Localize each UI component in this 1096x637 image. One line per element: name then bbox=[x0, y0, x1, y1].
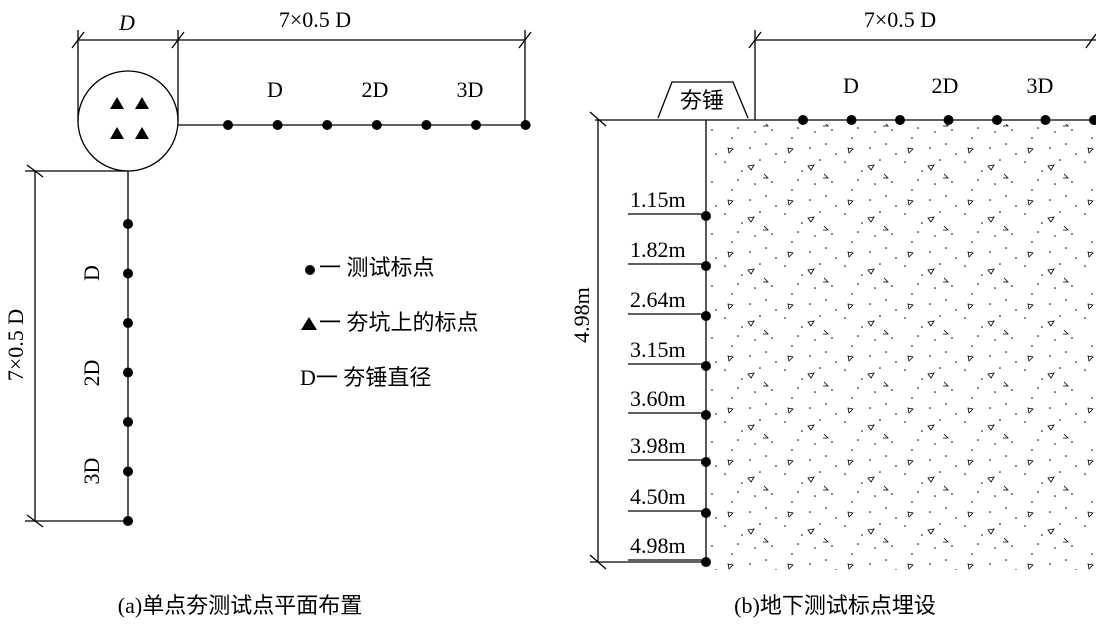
survey-point bbox=[123, 318, 133, 328]
survey-point bbox=[1089, 115, 1096, 125]
survey-point bbox=[701, 311, 711, 321]
survey-point bbox=[701, 508, 711, 518]
rammer-label: 夯锤 bbox=[680, 88, 724, 113]
survey-point bbox=[943, 115, 954, 125]
point-label: D bbox=[267, 77, 283, 102]
rammer-circle bbox=[77, 70, 179, 172]
survey-point bbox=[992, 115, 1002, 125]
dimension-ticks bbox=[748, 31, 1096, 49]
legend-triangle bbox=[301, 317, 317, 330]
survey-point bbox=[123, 466, 133, 477]
depth-label: 1.15m bbox=[630, 187, 686, 212]
survey-point bbox=[701, 457, 711, 467]
legend-text: D一 夯锤直径 bbox=[300, 365, 431, 390]
rammer bbox=[657, 81, 749, 119]
survey-point bbox=[123, 516, 133, 526]
survey-points bbox=[123, 219, 133, 526]
depth-label: 3.15m bbox=[630, 337, 686, 362]
point-label: 3D bbox=[79, 458, 104, 485]
dim-label: D bbox=[118, 10, 135, 35]
depth-label: 3.60m bbox=[630, 386, 686, 411]
legend-text: 一 测试标点 bbox=[319, 255, 435, 280]
point-label: 3D bbox=[457, 77, 484, 102]
survey-point bbox=[701, 557, 711, 567]
survey-point bbox=[701, 361, 711, 371]
legend-text: 一 夯坑上的标点 bbox=[319, 310, 479, 335]
depth-label: 2.64m bbox=[630, 287, 686, 312]
survey-points bbox=[798, 115, 1096, 125]
survey-point bbox=[223, 120, 233, 130]
panel-a: D 7×0.5 D D 2D 3D 7×0.5 D D 2D 3D 一 测试标点… bbox=[3, 7, 532, 618]
survey-point bbox=[520, 120, 531, 130]
point-label: 3D bbox=[1027, 73, 1054, 98]
survey-point bbox=[123, 268, 133, 279]
soil bbox=[710, 124, 1096, 570]
caption: (a)单点夯测试点平面布置 bbox=[118, 593, 362, 618]
depth-label: 3.98m bbox=[630, 433, 686, 458]
dimension-ticks bbox=[71, 31, 532, 49]
survey-point bbox=[123, 367, 133, 378]
dim-label: 7×0.5 D bbox=[3, 309, 28, 381]
legend-dot bbox=[305, 265, 315, 275]
survey-point bbox=[471, 120, 481, 130]
depth-markers: 1.15m 1.82m 2.64m 3.15m 3.60m 3.98m 4.50m 4.98m bbox=[628, 187, 711, 567]
point-label: 2D bbox=[79, 360, 104, 387]
point-label: D bbox=[843, 73, 859, 98]
depth-label: 4.50m bbox=[630, 484, 686, 509]
survey-point bbox=[123, 219, 133, 229]
survey-point bbox=[371, 120, 382, 130]
dim-label: 7×0.5 D bbox=[864, 7, 936, 32]
point-label: 2D bbox=[362, 77, 389, 102]
depth-label: 1.82m bbox=[630, 237, 686, 262]
survey-points bbox=[223, 120, 531, 130]
depth-label: 4.98m bbox=[630, 533, 686, 558]
dimension-ticks bbox=[26, 164, 44, 528]
dim-label: 4.98m bbox=[569, 287, 594, 343]
point-label: D bbox=[79, 265, 104, 281]
pit-markers bbox=[110, 97, 149, 139]
survey-point bbox=[421, 120, 432, 130]
dim-label: 7×0.5 D bbox=[279, 7, 351, 32]
survey-point bbox=[322, 120, 333, 130]
survey-point bbox=[1040, 115, 1051, 125]
point-label: 2D bbox=[932, 73, 959, 98]
survey-point bbox=[798, 115, 808, 125]
dimension-ticks bbox=[589, 111, 607, 570]
survey-point bbox=[846, 115, 857, 125]
survey-point bbox=[895, 115, 905, 125]
survey-point bbox=[701, 261, 711, 271]
caption: (b)地下测试标点埋设 bbox=[734, 593, 936, 618]
panel-b: 夯锤 7×0.5 D D 2D 3D 4.98m 1.15m 1.82m 2.64m… bbox=[569, 7, 1096, 618]
survey-point bbox=[123, 417, 133, 427]
survey-point bbox=[701, 410, 711, 420]
survey-point bbox=[272, 120, 283, 130]
survey-point bbox=[701, 211, 711, 221]
